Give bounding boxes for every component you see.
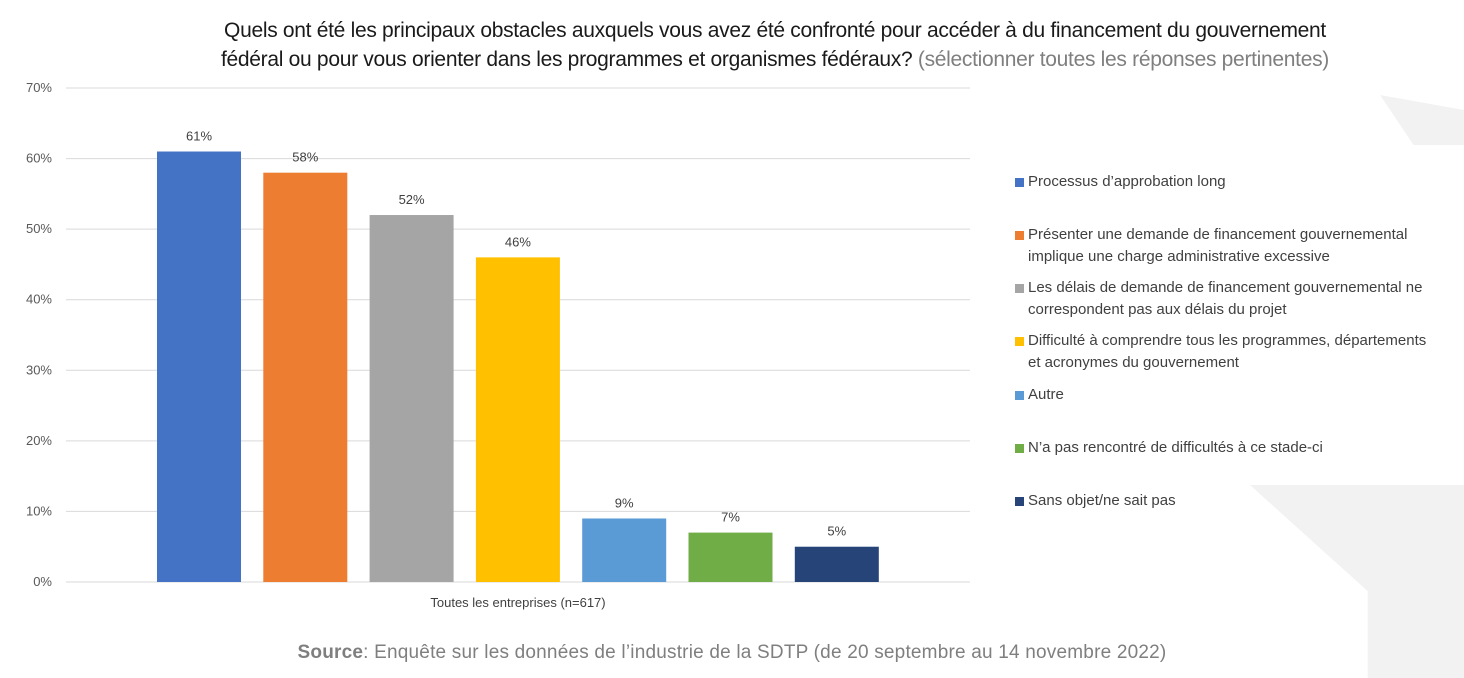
data-labels: 61% 58% 52% 46% 9% 7% 5% (186, 129, 847, 539)
legend-label-line: implique une charge administrative exces… (1028, 248, 1330, 265)
legend-swatch (1015, 337, 1024, 346)
y-tick-label: 40% (26, 292, 52, 307)
chart-title-main: fédéral ou pour vous orienter dans les p… (221, 48, 913, 71)
legend-label-line: Les délais de demande de financement gou… (1028, 279, 1423, 296)
legend-label-line: Sans objet/ne sait pas (1028, 492, 1176, 509)
data-label: 7% (721, 510, 740, 525)
source-text: : Enquête sur les données de l’industrie… (363, 642, 1167, 663)
bar (794, 546, 879, 582)
data-label: 58% (292, 150, 318, 165)
bars (157, 151, 879, 582)
bar (475, 257, 560, 582)
bar (582, 518, 667, 582)
legend-swatch (1015, 231, 1024, 240)
data-label: 9% (615, 495, 634, 510)
bar (688, 532, 773, 582)
legend-label-line: et acronymes du gouvernement (1028, 354, 1239, 371)
bar-chart: 0% 10% 20% 30% 40% 50% 60% 70% 61% 58% 52% 46% 9% 7%… (26, 80, 970, 610)
legend-item: Difficulté à comprendre tous les program… (1015, 330, 1426, 374)
bar (157, 151, 241, 582)
legend-item: Processus d’approbation long (1015, 171, 1226, 193)
legend-label-line: Difficulté à comprendre tous les program… (1028, 332, 1427, 349)
y-axis-ticks: 0% 10% 20% 30% 40% 50% 60% 70% (26, 80, 52, 589)
legend-swatch (1015, 497, 1024, 506)
y-tick-label: 20% (26, 433, 52, 448)
chart-title-line-1: Quels ont été les principaux obstacles a… (224, 19, 1326, 42)
legend-label-line: Processus d’approbation long (1028, 173, 1226, 190)
legend-label: N’a pas rencontré de difficultés à ce st… (1028, 437, 1323, 459)
y-tick-label: 30% (26, 362, 52, 377)
legend-label: Difficulté à comprendre tous les program… (1028, 330, 1426, 374)
data-label: 52% (399, 192, 425, 207)
legend-label-line: correspondent pas aux délais du projet (1028, 301, 1287, 318)
y-tick-label: 60% (26, 151, 52, 166)
chart-subtitle: (sélectionner toutes les réponses pertin… (917, 48, 1329, 71)
data-label: 46% (505, 234, 531, 249)
y-tick-label: 0% (33, 574, 52, 589)
data-label: 61% (186, 129, 212, 144)
legend-label: Autre (1028, 384, 1064, 406)
legend-item: Sans objet/ne sait pas (1015, 490, 1176, 512)
legend-label: Sans objet/ne sait pas (1028, 490, 1176, 512)
legend-swatch (1015, 391, 1024, 400)
legend-swatch (1015, 284, 1024, 293)
y-tick-label: 70% (26, 80, 52, 95)
source-label: Source (297, 642, 364, 663)
legend-label-line: Présenter une demande de financement gou… (1028, 226, 1408, 243)
legend-label: Les délais de demande de financement gou… (1028, 277, 1422, 321)
legend-label: Présenter une demande de financement gou… (1028, 224, 1407, 268)
background-decoration (1380, 95, 1464, 145)
legend-swatch (1015, 178, 1024, 187)
legend-label-line: Autre (1028, 386, 1064, 403)
y-tick-label: 10% (26, 503, 52, 518)
chart-title-line-2: fédéral ou pour vous orienter dans les p… (190, 45, 1360, 74)
legend-item: Présenter une demande de financement gou… (1015, 224, 1407, 268)
bar (369, 215, 454, 582)
x-axis-label: Toutes les entreprises (n=617) (430, 595, 605, 610)
legend-item: N’a pas rencontré de difficultés à ce st… (1015, 437, 1323, 459)
legend-item: Les délais de demande de financement gou… (1015, 277, 1422, 321)
legend-label: Processus d’approbation long (1028, 171, 1226, 193)
data-label: 5% (827, 524, 846, 539)
source-note: Source: Enquête sur les données de l’ind… (0, 642, 1464, 664)
y-tick-label: 50% (26, 221, 52, 236)
legend-label-line: N’a pas rencontré de difficultés à ce st… (1028, 439, 1323, 456)
legend-swatch (1015, 444, 1024, 453)
chart-title: Quels ont été les principaux obstacles a… (190, 16, 1360, 74)
legend-item: Autre (1015, 384, 1064, 406)
bar (263, 172, 348, 582)
